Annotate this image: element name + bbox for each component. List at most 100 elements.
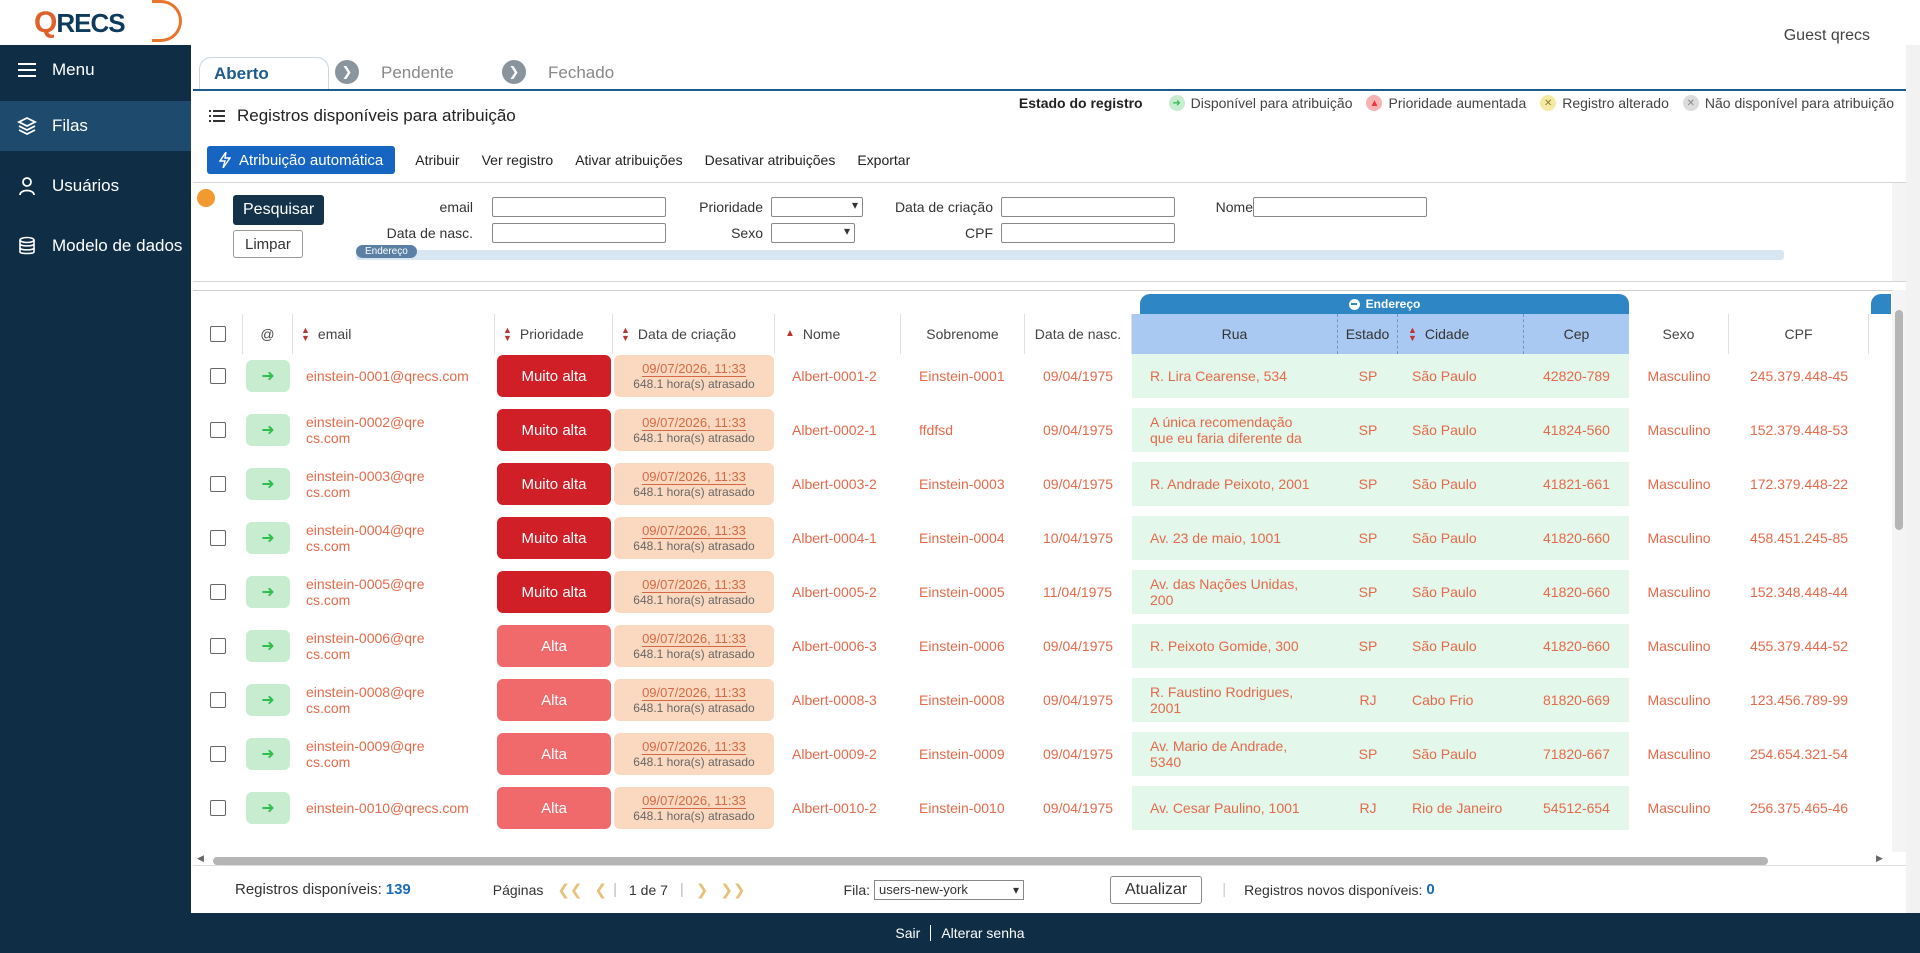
deactivate-assignments-button[interactable]: Desativar atribuições bbox=[704, 152, 836, 168]
row-checkbox[interactable] bbox=[210, 476, 226, 492]
table-row[interactable]: ➜ Muito alta 09/07/2026, 11:33 648.1 hora(s… bbox=[193, 462, 1906, 506]
nome-cell: Albert-0005-2 bbox=[775, 570, 901, 614]
priority-filter-select[interactable] bbox=[771, 197, 863, 217]
scrollbar-thumb[interactable] bbox=[1895, 310, 1903, 530]
table-horizontal-scrollbar[interactable]: ◀ ▶ bbox=[193, 853, 1906, 865]
address-filter-group-tag[interactable]: Endereço bbox=[356, 245, 417, 258]
scrollbar-thumb[interactable] bbox=[213, 857, 1768, 865]
column-header-prioridade[interactable]: ▲ ▼ Prioridade bbox=[495, 314, 613, 354]
nome-value: Albert-0005-2 bbox=[792, 584, 877, 600]
assign-arrow-button[interactable]: ➜ bbox=[246, 576, 290, 608]
view-record-button[interactable]: Ver registro bbox=[481, 152, 554, 168]
column-header-sobrenome[interactable]: Sobrenome bbox=[901, 314, 1025, 354]
nome-cell: Albert-0002-1 bbox=[775, 408, 901, 452]
column-header-cidade[interactable]: ▲ ▼ Cidade bbox=[1398, 314, 1524, 354]
menu-toggle[interactable]: Menu bbox=[0, 45, 191, 95]
estado-value: SP bbox=[1358, 584, 1378, 600]
logout-link[interactable]: Sair bbox=[895, 925, 921, 941]
column-header-data-criacao[interactable]: ▲ ▼ Data de criação bbox=[613, 314, 775, 354]
table-row[interactable]: ➜ Muito alta 09/07/2026, 11:33 648.1 hora(s… bbox=[193, 408, 1906, 452]
table-row[interactable]: ➜ Alta 09/07/2026, 11:33 648.1 hora(s) atra… bbox=[193, 732, 1906, 776]
previous-page-icon[interactable]: ❮ bbox=[594, 881, 608, 899]
user-name[interactable]: Guest qrecs bbox=[1783, 27, 1870, 44]
table-row[interactable]: ➜ Muito alta 09/07/2026, 11:33 648.1 hora(s… bbox=[193, 354, 1906, 398]
email-filter-input[interactable] bbox=[492, 197, 666, 217]
assign-arrow-button[interactable]: ➜ bbox=[246, 684, 290, 716]
table-row[interactable]: ➜ Alta 09/07/2026, 11:33 648.1 hora(s) atra… bbox=[193, 624, 1906, 668]
sidebar-item-usuarios[interactable]: Usuários bbox=[0, 161, 191, 211]
column-header-cep[interactable]: Cep bbox=[1524, 314, 1629, 354]
export-button[interactable]: Exportar bbox=[857, 152, 911, 168]
column-header-email[interactable]: ▲ ▼ email bbox=[293, 314, 495, 354]
cep-value: 41824-560 bbox=[1543, 422, 1610, 438]
scroll-left-icon[interactable]: ◀ bbox=[197, 853, 204, 863]
table-row[interactable]: ➜ Alta 09/07/2026, 11:33 648.1 hora(s) atra… bbox=[193, 786, 1906, 830]
sort-icon: ▲ ▼ bbox=[301, 325, 310, 343]
scroll-right-icon[interactable]: ▶ bbox=[1876, 853, 1883, 863]
cpf-filter-label: CPF bbox=[965, 225, 993, 241]
table-row[interactable]: ➜ Alta 09/07/2026, 11:33 648.1 hora(s) atra… bbox=[193, 678, 1906, 722]
cidade-value: São Paulo bbox=[1412, 368, 1477, 384]
email-filter-label: email bbox=[439, 199, 473, 215]
first-page-icon[interactable]: ❮❮ bbox=[557, 881, 583, 899]
select-all-checkbox[interactable] bbox=[209, 326, 226, 342]
column-header-sexo[interactable]: Sexo bbox=[1629, 314, 1729, 354]
birthdate-filter-input[interactable] bbox=[492, 223, 666, 243]
row-checkbox[interactable] bbox=[210, 638, 226, 654]
column-header-estado[interactable]: Estado bbox=[1338, 314, 1398, 354]
tab-aberto[interactable]: Aberto bbox=[199, 57, 329, 89]
next-page-icon[interactable]: ❯ bbox=[695, 881, 709, 899]
name-filter-input[interactable] bbox=[1253, 197, 1427, 217]
column-header-cpf[interactable]: CPF bbox=[1729, 314, 1869, 354]
creation-date-filter-input[interactable] bbox=[1001, 197, 1175, 217]
address-group-header[interactable]: Endereço bbox=[1140, 294, 1629, 314]
assign-button[interactable]: Atribuir bbox=[415, 152, 460, 168]
row-checkbox[interactable] bbox=[210, 368, 226, 384]
clear-button[interactable]: Limpar bbox=[233, 230, 303, 258]
row-checkbox[interactable] bbox=[210, 530, 226, 546]
qrecs-logo[interactable]: QRECS bbox=[34, 6, 126, 40]
estado-cell: SP bbox=[1338, 570, 1398, 614]
row-checkbox[interactable] bbox=[210, 692, 226, 708]
row-checkbox[interactable] bbox=[210, 422, 226, 438]
creation-date-cell: 09/07/2026, 11:33 648.1 hora(s) atrasado bbox=[613, 516, 775, 560]
tab-pendente[interactable]: Pendente bbox=[381, 63, 454, 82]
cpf-filter-input[interactable] bbox=[1001, 223, 1175, 243]
row-checkbox[interactable] bbox=[210, 584, 226, 600]
filter-scrollbar[interactable] bbox=[1892, 183, 1906, 281]
nasc-value: 09/04/1975 bbox=[1043, 692, 1114, 708]
activate-assignments-button[interactable]: Ativar atribuições bbox=[575, 152, 683, 168]
search-button[interactable]: Pesquisar bbox=[233, 195, 325, 225]
column-header-rua[interactable]: Rua bbox=[1132, 314, 1338, 354]
priority-badge: Alta bbox=[497, 733, 611, 775]
assign-arrow-button[interactable]: ➜ bbox=[246, 738, 290, 770]
page-scrollbar[interactable] bbox=[1906, 45, 1920, 913]
assign-arrow-button[interactable]: ➜ bbox=[246, 360, 290, 392]
queue-select[interactable]: users-new-york bbox=[874, 879, 1024, 900]
sobrenome-cell: Einstein-0008 bbox=[901, 678, 1025, 722]
sex-filter-select[interactable] bbox=[771, 223, 855, 243]
row-checkbox[interactable] bbox=[210, 746, 226, 762]
assign-arrow-button[interactable]: ➜ bbox=[246, 468, 290, 500]
refresh-button[interactable]: Atualizar bbox=[1110, 875, 1203, 904]
column-header-nome[interactable]: ▲ Nome bbox=[775, 314, 901, 354]
assign-arrow-button[interactable]: ➜ bbox=[246, 792, 290, 824]
table-row[interactable]: ➜ Muito alta 09/07/2026, 11:33 648.1 hora(s… bbox=[193, 516, 1906, 560]
email-cell: einstein-0002@qrecs.com bbox=[293, 408, 495, 452]
tab-fechado[interactable]: Fechado bbox=[548, 63, 615, 82]
column-header-data-nasc[interactable]: Data de nasc. bbox=[1025, 314, 1132, 354]
assign-arrow-button[interactable]: ➜ bbox=[246, 414, 290, 446]
assign-arrow-button[interactable]: ➜ bbox=[246, 630, 290, 662]
sidebar-item-modelo-de-dados[interactable]: Modelo de dados bbox=[0, 221, 191, 271]
table-row[interactable]: ➜ Muito alta 09/07/2026, 11:33 648.1 hora(s… bbox=[193, 570, 1906, 614]
sidebar-item-filas[interactable]: Filas bbox=[0, 101, 191, 151]
change-password-link[interactable]: Alterar senha bbox=[941, 925, 1025, 941]
row-checkbox[interactable] bbox=[210, 800, 226, 816]
auto-assign-button[interactable]: Atribuição automática bbox=[207, 146, 396, 174]
assign-arrow-button[interactable]: ➜ bbox=[246, 522, 290, 554]
next-group-header bbox=[1871, 294, 1891, 314]
table-vertical-scrollbar[interactable] bbox=[1892, 290, 1906, 852]
creation-date-cell: 09/07/2026, 11:33 648.1 hora(s) atrasado bbox=[613, 624, 775, 668]
last-page-icon[interactable]: ❯❯ bbox=[720, 881, 746, 899]
collapse-filter-icon[interactable] bbox=[197, 189, 215, 207]
